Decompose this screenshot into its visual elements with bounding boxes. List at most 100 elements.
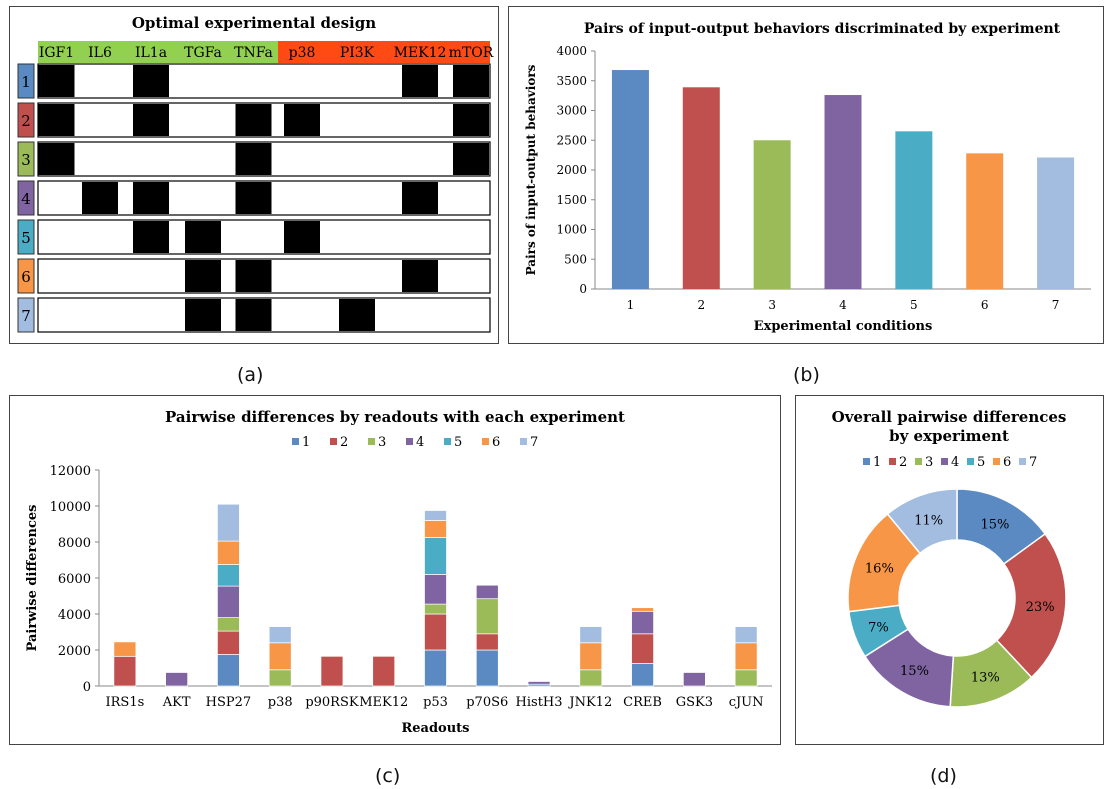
- design-cell-5-p38: [284, 221, 320, 253]
- design-cell-2-p38: [284, 104, 320, 136]
- chart-c-legend-label-6: 6: [492, 435, 500, 450]
- chart-c-segment-p70s6-1: [475, 649, 499, 687]
- design-cell-5-tgfa: [185, 221, 221, 253]
- chart-c-xtick-label: cJUN: [729, 695, 764, 710]
- chart-c-segment-p53-1: [424, 649, 447, 687]
- chart-d-legend-swatch-4: [941, 458, 948, 465]
- chart-c-legend-label-1: 1: [302, 435, 310, 450]
- column-header-il6: IL6: [88, 45, 112, 61]
- chart-c-legend-label-7: 7: [530, 435, 538, 450]
- chart-c-legend-label-2: 2: [340, 435, 348, 450]
- design-cell-5-il1a: [133, 221, 169, 253]
- chart-c-legend-swatch-6: [482, 438, 489, 445]
- column-header-p38: p38: [289, 45, 316, 61]
- chart-c-segment-hsp27-7: [217, 503, 240, 542]
- chart-c-xtick-label: MEK12: [359, 695, 408, 710]
- chart-c-xtick-label: CREB: [623, 695, 662, 710]
- chart-b-bar-3: [753, 140, 791, 289]
- chart-b-ytick-label: 2000: [556, 163, 587, 177]
- chart-d-legend-label-4: 4: [951, 455, 959, 470]
- chart-c-segment-akt-4: [165, 672, 189, 687]
- design-panel: Optimal experimental design IGF1 IL6 IL1a TG…: [9, 6, 499, 344]
- stacked-chart-panel: Pairwise differences by readouts with ea…: [9, 395, 781, 745]
- design-cell-3-tnfa: [235, 143, 272, 175]
- chart-b-bar-7: [1037, 157, 1075, 289]
- row-label-5: 5: [21, 229, 31, 247]
- chart-d-legend-label-6: 6: [1003, 455, 1011, 470]
- chart-b-xtick-label: 7: [1052, 298, 1060, 312]
- chart-c-ylabel: Pairwise differences: [25, 505, 40, 652]
- chart-d-title-line1: Overall pairwise differences: [832, 408, 1067, 426]
- chart-d-legend-label-5: 5: [977, 455, 985, 470]
- design-cell-1-igf1: [38, 65, 75, 97]
- column-header-tnfa: TNFa: [234, 45, 273, 61]
- row-label-box-2: [17, 102, 35, 138]
- chart-b-xtick-label: 4: [839, 298, 847, 312]
- design-cell-6-mek12: [402, 260, 438, 292]
- chart-c-segment-gsk3-4: [682, 672, 706, 687]
- row-label-box-5: [17, 219, 35, 255]
- chart-c-xtick-label: JNK12: [567, 695, 612, 710]
- row-label-3: 3: [21, 151, 31, 169]
- design-title: Optimal experimental design: [132, 14, 376, 32]
- chart-c-xtick-label: p53: [423, 695, 448, 710]
- chart-c-xtick-label: p38: [268, 695, 293, 710]
- row-label-2: 2: [21, 112, 31, 130]
- chart-c-segment-cjun-6: [734, 642, 758, 671]
- chart-c-segment-creb-6: [631, 607, 654, 612]
- chart-c-legend-swatch-5: [444, 438, 451, 445]
- design-cell-3-mtor: [453, 143, 489, 175]
- chart-c-segment-hsp27-5: [217, 564, 240, 587]
- design-cell-2-igf1: [38, 104, 75, 136]
- chart-c-xtick-label: HistH3: [516, 695, 563, 710]
- chart-b-ytick-label: 4000: [556, 44, 587, 58]
- column-header-il1a: IL1a: [135, 45, 167, 61]
- chart-b-bar-1: [611, 70, 649, 289]
- design-cell-7-tgfa: [185, 299, 221, 331]
- row-label-4: 4: [21, 190, 31, 208]
- chart-b-ytick-label: 0: [579, 282, 587, 296]
- chart-c-segment-creb-1: [631, 663, 654, 687]
- column-header-tgfa: TGFa: [184, 45, 222, 61]
- chart-b-bar-2: [682, 87, 720, 289]
- chart-d-slice-label-3: 13%: [971, 671, 1000, 686]
- chart-c-segment-jnk12-3: [579, 669, 603, 687]
- chart-c-segment-p38-6: [268, 642, 292, 671]
- chart-c-segment-p53-7: [424, 510, 447, 521]
- chart-c-xtick-label: HSP27: [206, 695, 252, 710]
- chart-c-ytick-label: 8000: [58, 536, 91, 551]
- chart-c-segment-hsp27-2: [217, 630, 240, 655]
- donut-chart-panel: Overall pairwise differences by experimen…: [795, 395, 1104, 745]
- chart-c-legend-swatch-2: [330, 438, 337, 445]
- chart-c-legend-swatch-4: [406, 438, 413, 445]
- row-label-6: 6: [21, 268, 31, 286]
- chart-d-legend-swatch-3: [915, 458, 922, 465]
- chart-c-ytick-label: 2000: [58, 644, 91, 659]
- chart-c-segment-irs1s-2: [113, 655, 137, 687]
- chart-d-title-line2: by experiment: [889, 427, 1009, 445]
- chart-d-legend-label-7: 7: [1029, 455, 1037, 470]
- chart-c-xtick-label: p90RSK: [305, 695, 359, 710]
- chart-d-legend-label-3: 3: [925, 455, 933, 470]
- chart-b-xtick-label: 2: [697, 298, 705, 312]
- bar-chart: Pairs of input-output behaviors discrimi…: [524, 21, 1091, 334]
- chart-b-xlabel: Experimental conditions: [754, 319, 933, 334]
- chart-c-ytick-label: 12000: [50, 464, 91, 479]
- design-grid: Optimal experimental design IGF1 IL6 IL1a TG…: [17, 14, 494, 333]
- row-label-box-3: [17, 141, 35, 177]
- column-header-igf1: IGF1: [39, 45, 74, 61]
- chart-c-segment-p38-7: [268, 626, 292, 644]
- chart-c-segment-p53-3: [424, 603, 447, 615]
- chart-c-ytick-label: 10000: [50, 500, 91, 515]
- design-cell-4-tnfa: [235, 182, 272, 214]
- chart-d-legend-swatch-1: [863, 458, 870, 465]
- inhibitors-header-band: [278, 41, 490, 63]
- chart-c-ytick-label: 0: [83, 680, 91, 695]
- chart-c-segment-p53-2: [424, 613, 447, 651]
- chart-d-slice-label-7: 11%: [914, 513, 943, 528]
- chart-d-slice-2: [995, 532, 1067, 679]
- chart-c-legend-swatch-7: [520, 438, 527, 445]
- row-label-box-6: [17, 258, 35, 294]
- chart-b-ylabel: Pairs of input-output behaviors: [524, 64, 538, 275]
